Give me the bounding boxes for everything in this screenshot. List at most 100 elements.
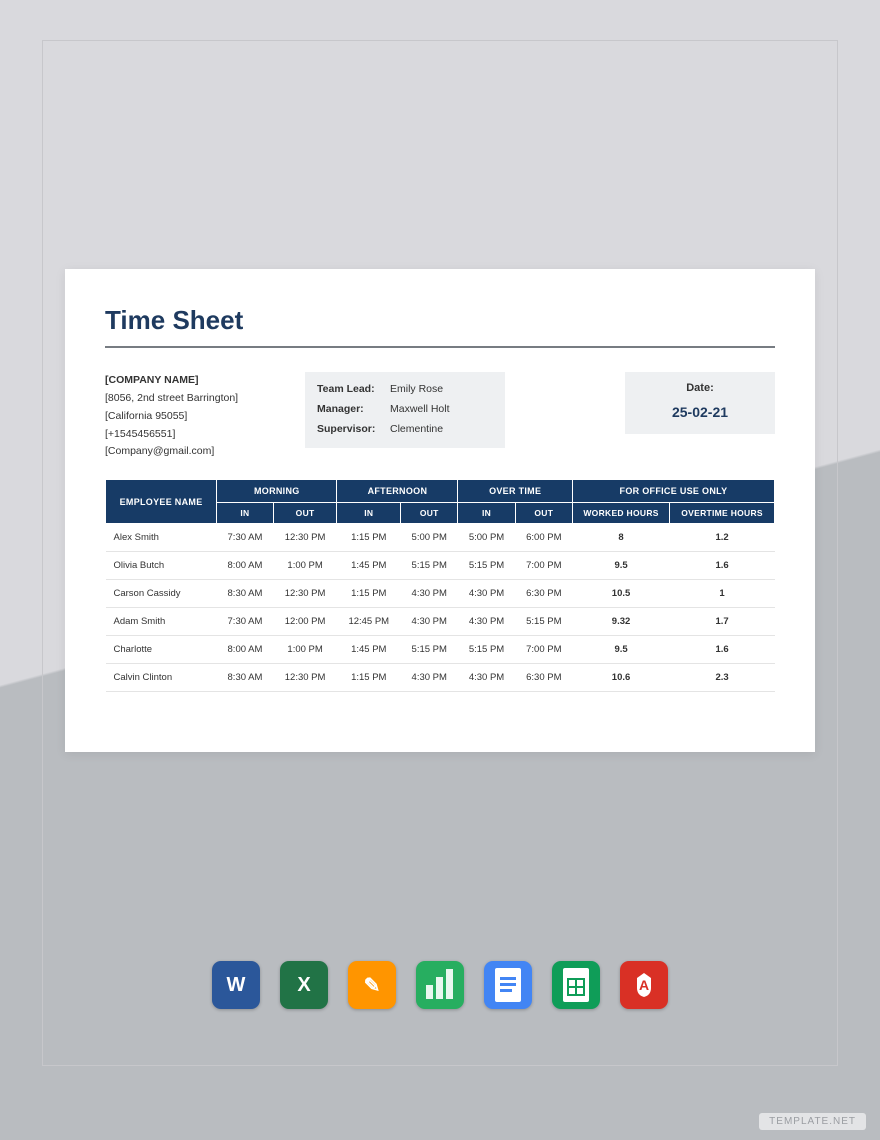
cell-o-in: 5:00 PM (458, 524, 515, 552)
pdf-icon[interactable]: A (620, 961, 668, 1009)
table-row: Calvin Clinton8:30 AM12:30 PM1:15 PM4:30… (106, 664, 775, 692)
cell-ot: 1.7 (670, 608, 775, 636)
document-title: Time Sheet (105, 305, 775, 336)
company-email: [Company@gmail.com] (105, 443, 285, 461)
cell-ot: 2.3 (670, 664, 775, 692)
cell-m-in: 8:30 AM (217, 580, 274, 608)
col-overtime-in: IN (458, 503, 515, 524)
manager-label: Manager: (317, 400, 382, 420)
gsheets-icon[interactable] (552, 961, 600, 1009)
cell-a-in: 12:45 PM (337, 608, 401, 636)
company-address2: [California 95055] (105, 408, 285, 426)
date-value: 25-02-21 (672, 404, 728, 420)
table-row: Alex Smith7:30 AM12:30 PM1:15 PM5:00 PM5… (106, 524, 775, 552)
word-icon[interactable]: W (212, 961, 260, 1009)
cell-m-out: 12:00 PM (273, 608, 337, 636)
cell-worked: 9.5 (572, 552, 669, 580)
col-office-use: FOR OFFICE USE ONLY (572, 480, 774, 503)
supervisor-label: Supervisor: (317, 420, 382, 440)
cell-worked: 10.6 (572, 664, 669, 692)
cell-o-out: 7:00 PM (515, 636, 572, 664)
app-icon-row: WX ✎ A (43, 961, 837, 1009)
cell-o-out: 6:00 PM (515, 524, 572, 552)
cell-m-in: 8:00 AM (217, 636, 274, 664)
col-morning-out: OUT (273, 503, 337, 524)
col-afternoon-out: OUT (401, 503, 458, 524)
cell-a-in: 1:45 PM (337, 552, 401, 580)
cell-m-in: 8:30 AM (217, 664, 274, 692)
cell-m-out: 12:30 PM (273, 524, 337, 552)
team-lead-value: Emily Rose (390, 380, 493, 400)
table-row: Charlotte8:00 AM1:00 PM1:45 PM5:15 PM5:1… (106, 636, 775, 664)
preview-frame: Time Sheet [COMPANY NAME] [8056, 2nd str… (42, 40, 838, 1066)
cell-ot: 1 (670, 580, 775, 608)
cell-o-in: 4:30 PM (458, 664, 515, 692)
col-overtime: OVER TIME (458, 480, 573, 503)
cell-worked: 9.5 (572, 636, 669, 664)
cell-a-out: 4:30 PM (401, 580, 458, 608)
cell-ot: 1.6 (670, 552, 775, 580)
cell-ot: 1.6 (670, 636, 775, 664)
timesheet-table: EMPLOYEE NAME MORNING AFTERNOON OVER TIM… (105, 479, 775, 692)
pages-icon[interactable]: ✎ (348, 961, 396, 1009)
cell-worked: 9.32 (572, 608, 669, 636)
cell-a-out: 4:30 PM (401, 664, 458, 692)
cell-o-in: 5:15 PM (458, 552, 515, 580)
col-worked-hours: WORKED HOURS (572, 503, 669, 524)
watermark: TEMPLATE.NET (759, 1113, 866, 1130)
cell-name: Olivia Butch (106, 552, 217, 580)
cell-o-in: 4:30 PM (458, 608, 515, 636)
document-card: Time Sheet [COMPANY NAME] [8056, 2nd str… (65, 269, 815, 752)
cell-a-out: 5:15 PM (401, 636, 458, 664)
cell-name: Adam Smith (106, 608, 217, 636)
col-afternoon: AFTERNOON (337, 480, 458, 503)
table-row: Olivia Butch8:00 AM1:00 PM1:45 PM5:15 PM… (106, 552, 775, 580)
cell-a-out: 5:15 PM (401, 552, 458, 580)
cell-o-out: 6:30 PM (515, 580, 572, 608)
company-phone: [+1545456551] (105, 426, 285, 444)
cell-worked: 10.5 (572, 580, 669, 608)
cell-m-out: 1:00 PM (273, 636, 337, 664)
cell-o-in: 5:15 PM (458, 636, 515, 664)
cell-a-out: 5:00 PM (401, 524, 458, 552)
date-label: Date: (633, 382, 767, 394)
cell-a-in: 1:15 PM (337, 580, 401, 608)
cell-a-in: 1:15 PM (337, 524, 401, 552)
cell-worked: 8 (572, 524, 669, 552)
cell-name: Calvin Clinton (106, 664, 217, 692)
leads-block: Team Lead: Emily Rose Manager: Maxwell H… (305, 372, 505, 448)
cell-m-out: 12:30 PM (273, 664, 337, 692)
cell-m-in: 7:30 AM (217, 608, 274, 636)
table-row: Adam Smith7:30 AM12:00 PM12:45 PM4:30 PM… (106, 608, 775, 636)
cell-name: Alex Smith (106, 524, 217, 552)
info-row: [COMPANY NAME] [8056, 2nd street Barring… (105, 372, 775, 461)
cell-a-out: 4:30 PM (401, 608, 458, 636)
team-lead-label: Team Lead: (317, 380, 382, 400)
col-morning-in: IN (217, 503, 274, 524)
cell-m-out: 1:00 PM (273, 552, 337, 580)
cell-m-in: 7:30 AM (217, 524, 274, 552)
cell-m-in: 8:00 AM (217, 552, 274, 580)
cell-o-out: 7:00 PM (515, 552, 572, 580)
supervisor-value: Clementine (390, 420, 493, 440)
manager-value: Maxwell Holt (390, 400, 493, 420)
col-morning: MORNING (217, 480, 337, 503)
company-name: [COMPANY NAME] (105, 372, 285, 390)
cell-a-in: 1:15 PM (337, 664, 401, 692)
cell-a-in: 1:45 PM (337, 636, 401, 664)
cell-name: Carson Cassidy (106, 580, 217, 608)
gdocs-icon[interactable] (484, 961, 532, 1009)
numbers-icon[interactable] (416, 961, 464, 1009)
cell-o-out: 5:15 PM (515, 608, 572, 636)
cell-name: Charlotte (106, 636, 217, 664)
cell-m-out: 12:30 PM (273, 580, 337, 608)
excel-icon[interactable]: X (280, 961, 328, 1009)
cell-ot: 1.2 (670, 524, 775, 552)
date-block: Date: 25-02-21 (625, 372, 775, 434)
company-block: [COMPANY NAME] [8056, 2nd street Barring… (105, 372, 285, 461)
title-rule (105, 346, 775, 348)
col-overtime-out: OUT (515, 503, 572, 524)
col-employee-name: EMPLOYEE NAME (106, 480, 217, 524)
col-overtime-hours: OVERTIME HOURS (670, 503, 775, 524)
company-address1: [8056, 2nd street Barrington] (105, 390, 285, 408)
